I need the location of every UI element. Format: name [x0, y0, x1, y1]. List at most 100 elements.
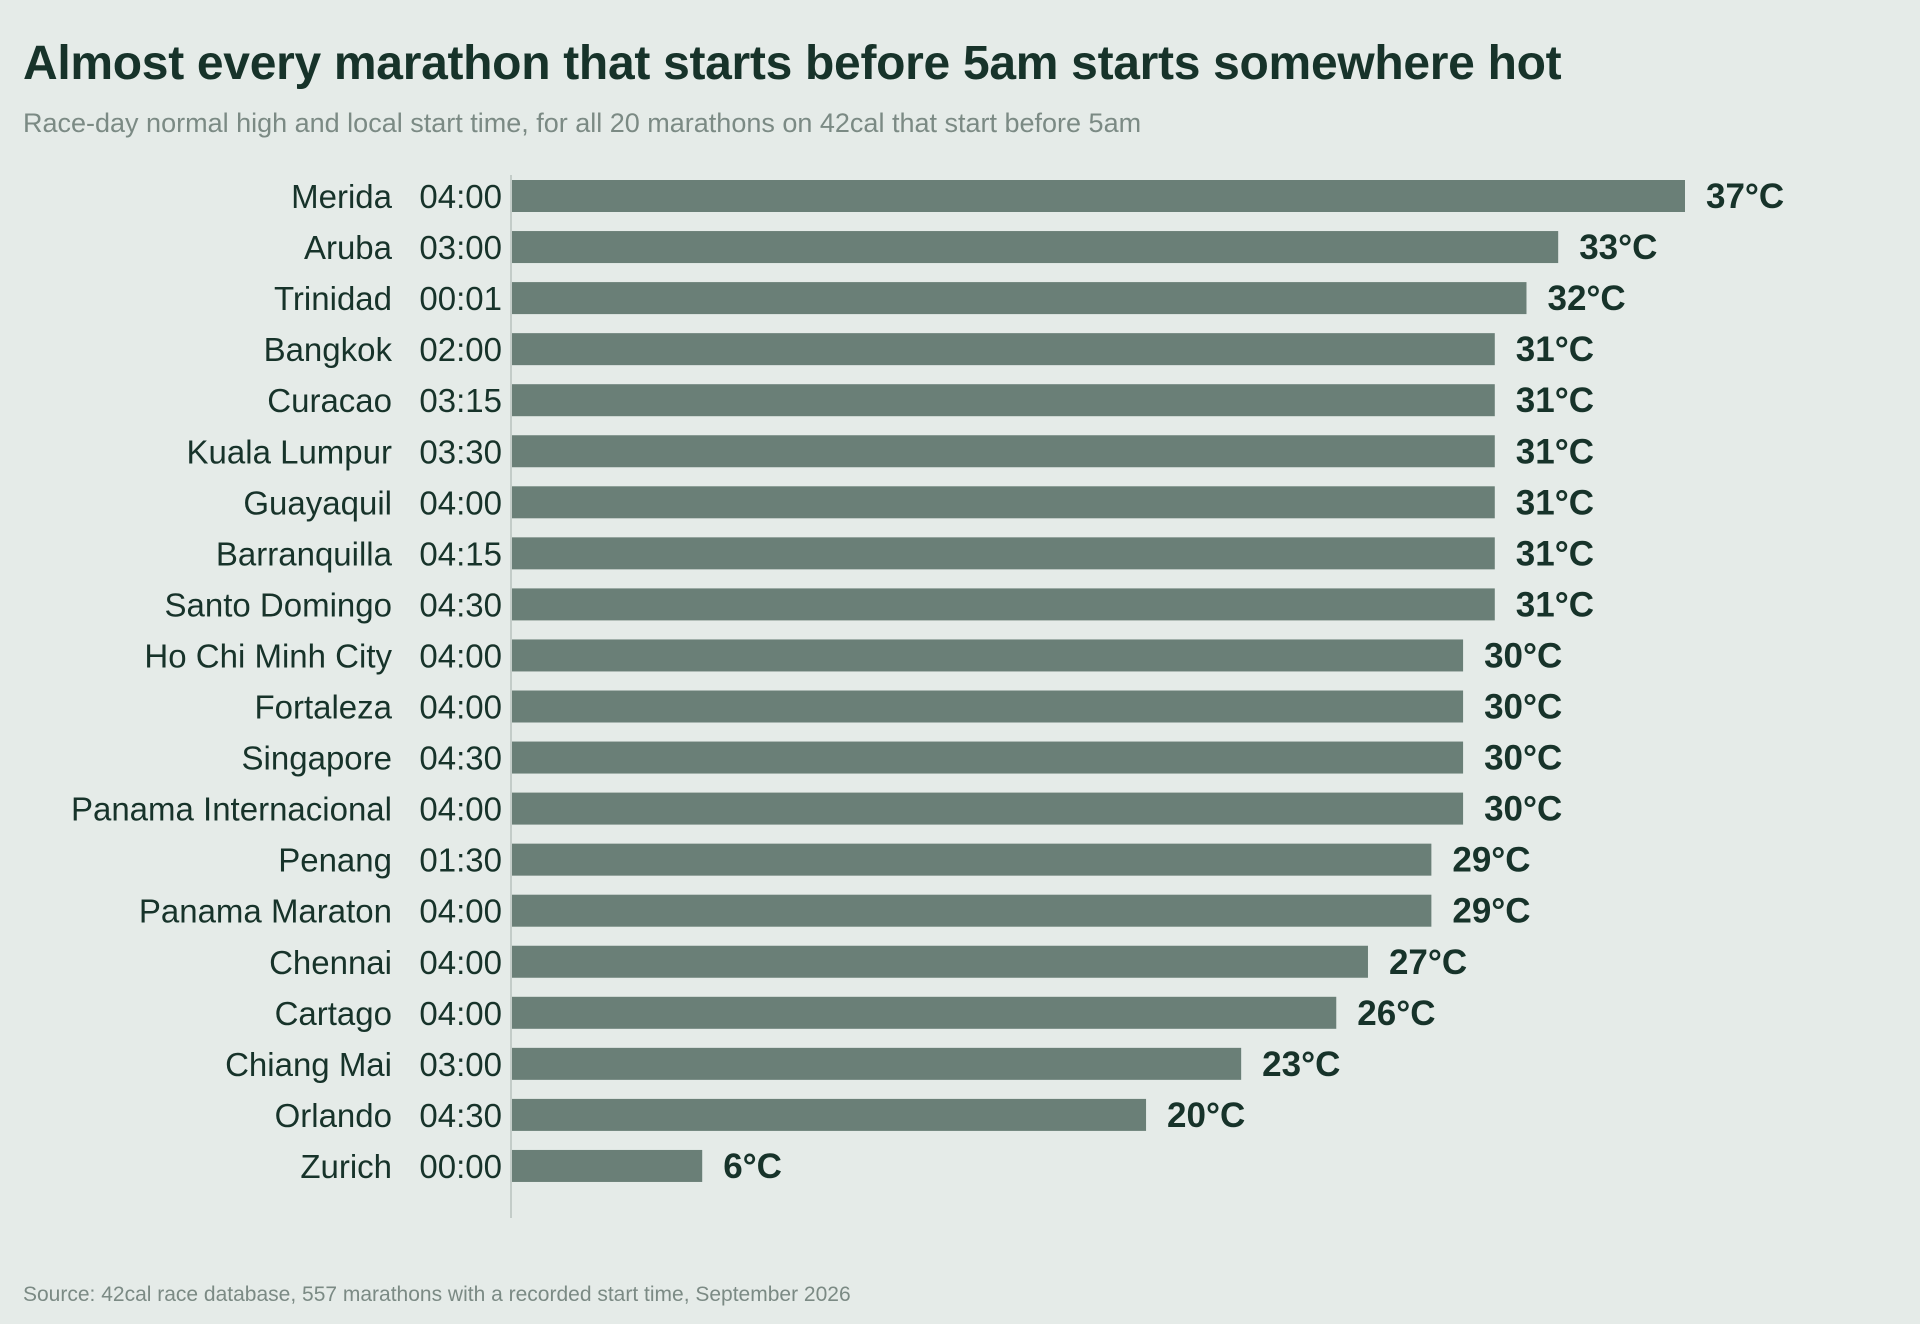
bar-value-label: 30°C: [1484, 636, 1562, 675]
row-start-time: 04:00: [419, 178, 502, 215]
bar: [512, 741, 1464, 774]
bar-value-label: 31°C: [1516, 585, 1594, 624]
row-start-time: 04:15: [419, 535, 502, 572]
row-start-time: 04:00: [419, 637, 502, 674]
bar-value-label: 31°C: [1516, 432, 1594, 471]
bar: [512, 792, 1464, 825]
bar-value-label: 32°C: [1547, 279, 1625, 318]
row-start-time: 04:00: [419, 689, 502, 726]
bar-value-label: 31°C: [1516, 483, 1594, 522]
bar: [512, 945, 1368, 978]
bar-value-label: 30°C: [1484, 790, 1562, 829]
source-note: Source: 42cal race database, 557 maratho…: [23, 1283, 851, 1306]
bars-layer: Merida 04:00 37°C Aruba 03:00 33°C Trinidad 00:…: [71, 177, 1784, 1186]
row-start-time: 04:30: [419, 586, 502, 623]
row-start-time: 04:00: [419, 893, 502, 930]
bar-row: Ho Chi Minh City 04:00 30°C: [144, 636, 1562, 675]
row-city-label: Cartago: [275, 995, 392, 1032]
row-start-time: 04:00: [419, 484, 502, 521]
bar-row: Guayaquil 04:00 31°C: [243, 483, 1594, 522]
row-start-time: 00:00: [419, 1148, 502, 1185]
row-city-label: Barranquilla: [216, 535, 393, 572]
row-city-label: Chennai: [269, 944, 392, 981]
bar: [512, 894, 1432, 927]
bar: [512, 537, 1495, 570]
bar: [512, 843, 1432, 876]
bar: [512, 333, 1495, 366]
row-city-label: Aruba: [304, 229, 393, 266]
row-start-time: 00:01: [419, 280, 502, 317]
bar-row: Aruba 03:00 33°C: [304, 228, 1657, 267]
row-start-time: 03:30: [419, 433, 502, 470]
bar: [512, 435, 1495, 468]
row-city-label: Guayaquil: [243, 484, 392, 521]
row-city-label: Kuala Lumpur: [187, 433, 392, 470]
bar-row: Santo Domingo 04:30 31°C: [165, 585, 1594, 624]
bar-row: Orlando 04:30 20°C: [275, 1096, 1246, 1135]
row-city-label: Merida: [291, 178, 393, 215]
bar-row: Barranquilla 04:15 31°C: [216, 534, 1594, 573]
row-city-label: Orlando: [275, 1097, 392, 1134]
bar-row: Singapore 04:30 30°C: [242, 739, 1563, 778]
bar-row: Panama Maraton 04:00 29°C: [139, 892, 1531, 931]
row-start-time: 03:00: [419, 229, 502, 266]
bar-row: Chennai 04:00 27°C: [269, 943, 1467, 982]
bar: [512, 588, 1495, 621]
bar-value-label: 29°C: [1452, 841, 1530, 880]
row-start-time: 02:00: [419, 331, 502, 368]
bar-value-label: 6°C: [723, 1147, 782, 1186]
bar: [512, 180, 1685, 212]
bar-row: Curacao 03:15 31°C: [267, 381, 1594, 420]
bar: [512, 1047, 1242, 1080]
bar-row: Kuala Lumpur 03:30 31°C: [187, 432, 1594, 471]
bar-row: Fortaleza 04:00 30°C: [254, 688, 1562, 727]
bar-value-label: 37°C: [1706, 177, 1784, 216]
bar-value-label: 23°C: [1262, 1045, 1340, 1084]
bar-row: Trinidad 00:01 32°C: [274, 279, 1626, 318]
bar-row: Chiang Mai 03:00 23°C: [225, 1045, 1340, 1084]
bar-row: Panama Internacional 04:00 30°C: [71, 790, 1562, 829]
bar-value-label: 30°C: [1484, 739, 1562, 778]
bar: [512, 996, 1337, 1029]
row-start-time: 04:00: [419, 791, 502, 828]
chart-subtitle: Race-day normal high and local start tim…: [23, 108, 1142, 138]
row-city-label: Zurich: [300, 1148, 392, 1185]
bar: [512, 690, 1464, 723]
bar-value-label: 29°C: [1452, 892, 1530, 931]
row-start-time: 04:30: [419, 740, 502, 777]
row-city-label: Fortaleza: [254, 689, 392, 726]
row-start-time: 03:15: [419, 382, 502, 419]
bar: [512, 1098, 1147, 1131]
bar-row: Cartago 04:00 26°C: [275, 994, 1436, 1033]
row-city-label: Ho Chi Minh City: [144, 637, 392, 674]
bar-value-label: 20°C: [1167, 1096, 1245, 1135]
row-start-time: 04:00: [419, 944, 502, 981]
bar: [512, 384, 1495, 417]
bar-row: Merida 04:00 37°C: [291, 177, 1784, 216]
bar: [512, 231, 1559, 264]
bar: [512, 639, 1464, 672]
row-start-time: 03:00: [419, 1046, 502, 1083]
bar-value-label: 31°C: [1516, 381, 1594, 420]
row-city-label: Panama Maraton: [139, 893, 392, 930]
row-city-label: Santo Domingo: [165, 586, 392, 623]
row-start-time: 04:00: [419, 995, 502, 1032]
row-start-time: 01:30: [419, 842, 502, 879]
bar-value-label: 27°C: [1389, 943, 1467, 982]
row-city-label: Trinidad: [274, 280, 392, 317]
row-city-label: Panama Internacional: [71, 791, 392, 828]
bar-value-label: 31°C: [1516, 330, 1594, 369]
bar-value-label: 26°C: [1357, 994, 1435, 1033]
bar: [512, 1149, 703, 1182]
bar-row: Bangkok 02:00 31°C: [264, 330, 1594, 369]
row-city-label: Chiang Mai: [225, 1046, 392, 1083]
bar-row: Penang 01:30 29°C: [278, 841, 1530, 880]
row-city-label: Penang: [278, 842, 392, 879]
bar: [512, 282, 1527, 315]
row-city-label: Singapore: [242, 740, 392, 777]
bar: [512, 486, 1495, 519]
bar-value-label: 33°C: [1579, 228, 1657, 267]
bar-value-label: 31°C: [1516, 534, 1594, 573]
chart-title: Almost every marathon that starts before…: [23, 37, 1562, 90]
